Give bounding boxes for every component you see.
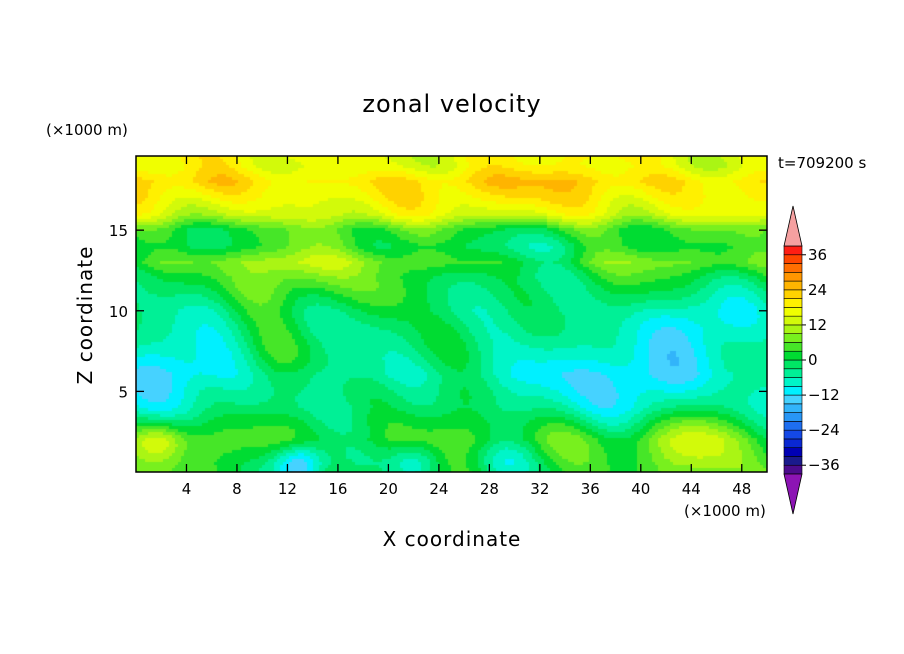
colorbar-segment <box>783 447 803 457</box>
colorbar: 36 24 12 0 −12 −24 −36 <box>783 205 840 515</box>
colorbar-segment <box>783 394 803 405</box>
colorbar-segment <box>783 412 803 422</box>
x-tick-label: 36 <box>581 480 600 498</box>
colorbar-segment <box>783 263 803 273</box>
colorbar-label: 0 <box>808 351 818 369</box>
colorbar-segment <box>783 333 803 343</box>
colorbar-segment <box>783 245 803 256</box>
y-axis-ticks: 5 10 15 <box>109 222 767 401</box>
colorbar-label: 36 <box>808 246 827 264</box>
colorbar-segment <box>783 386 803 396</box>
x-axis-ticks: 4 8 12 16 20 24 28 32 36 40 44 48 <box>182 156 751 498</box>
chart-title: zonal velocity <box>362 90 541 118</box>
colorbar-segment <box>783 464 803 475</box>
y-tick-label: 10 <box>109 303 128 321</box>
x-tick-label: 24 <box>429 480 448 498</box>
colorbar-segment <box>783 272 803 282</box>
x-tick-label: 28 <box>480 480 499 498</box>
colorbar-segment <box>783 298 803 308</box>
y-tick-label: 15 <box>109 222 128 240</box>
colorbar-segment <box>783 438 803 448</box>
y-axis-label: Z coordinate <box>73 246 97 385</box>
colorbar-label: −24 <box>808 421 840 439</box>
y-tick-label: 5 <box>118 383 128 401</box>
colorbar-segment <box>783 350 803 361</box>
colorbar-label: −12 <box>808 386 840 404</box>
colorbar-segment <box>783 421 803 431</box>
colorbar-segment <box>783 429 803 440</box>
colorbar-segment <box>783 368 803 378</box>
colorbar-segment <box>783 315 803 326</box>
x-tick-label: 32 <box>530 480 549 498</box>
colorbar-label: −36 <box>808 456 840 474</box>
colorbar-segment <box>783 289 803 299</box>
colorbar-over-arrow <box>783 205 803 247</box>
colorbar-segment <box>783 403 803 413</box>
velocity-field <box>136 156 767 472</box>
colorbar-segment <box>783 324 803 334</box>
x-tick-label: 44 <box>682 480 701 498</box>
colorbar-segment <box>783 359 803 370</box>
x-tick-label: 20 <box>379 480 398 498</box>
x-tick-label: 48 <box>732 480 751 498</box>
colorbar-label: 12 <box>808 316 827 334</box>
colorbar-segment <box>783 342 803 352</box>
time-label: t=709200 s <box>778 154 866 172</box>
x-tick-label: 12 <box>278 480 297 498</box>
colorbar-segment <box>783 456 803 466</box>
plot-frame <box>135 155 768 473</box>
x-tick-label: 40 <box>631 480 650 498</box>
colorbar-under-arrow <box>783 473 803 515</box>
x-unit-label: (×1000 m) <box>684 502 766 520</box>
colorbar-segment <box>783 280 803 291</box>
y-unit-label: (×1000 m) <box>46 121 128 139</box>
x-tick-label: 4 <box>182 480 192 498</box>
colorbar-segment <box>783 377 803 387</box>
colorbar-segment <box>783 307 803 317</box>
x-tick-label: 16 <box>328 480 347 498</box>
x-axis-label: X coordinate <box>383 527 522 551</box>
colorbar-label: 24 <box>808 281 827 299</box>
x-tick-label: 8 <box>232 480 242 498</box>
colorbar-segment <box>783 254 803 264</box>
